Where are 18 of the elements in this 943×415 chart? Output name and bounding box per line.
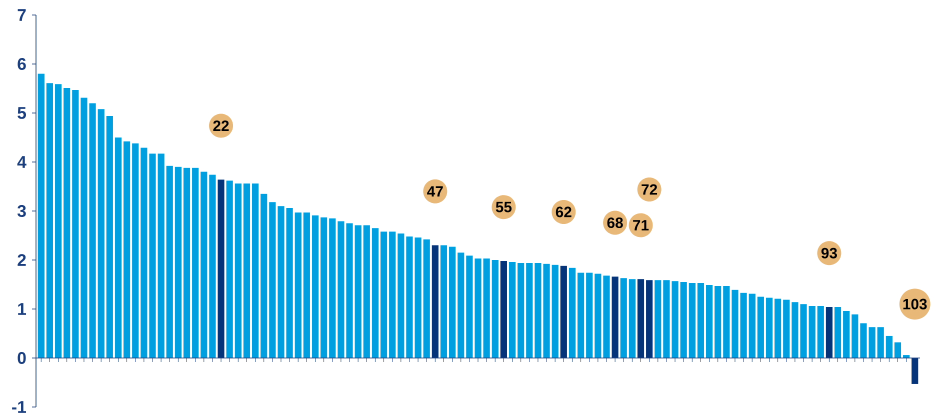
y-tick-label: 2: [18, 254, 26, 266]
y-tick-label: 0: [18, 352, 26, 364]
y-tick-label: 6: [18, 58, 26, 70]
y-tick-label: 7: [18, 9, 26, 21]
x-tick-label: 68: [607, 217, 623, 228]
x-tick-label: 72: [642, 184, 658, 195]
x-tick-label: 71: [633, 220, 649, 230]
y-tick-label: 4: [17, 156, 26, 168]
y-tick-label: 5: [18, 107, 26, 119]
x-tick-label: 62: [556, 206, 572, 218]
y-tick-label: 3: [17, 204, 26, 218]
y-tick-label: -1: [12, 401, 26, 413]
x-tick-label: 55: [496, 202, 512, 212]
x-tick-label: 93: [821, 248, 837, 258]
x-tick-label: 22: [213, 120, 229, 131]
x-tick-label: 47: [427, 186, 443, 197]
y-tick-label: 1: [18, 303, 26, 315]
x-tick-label: 103: [903, 298, 927, 310]
